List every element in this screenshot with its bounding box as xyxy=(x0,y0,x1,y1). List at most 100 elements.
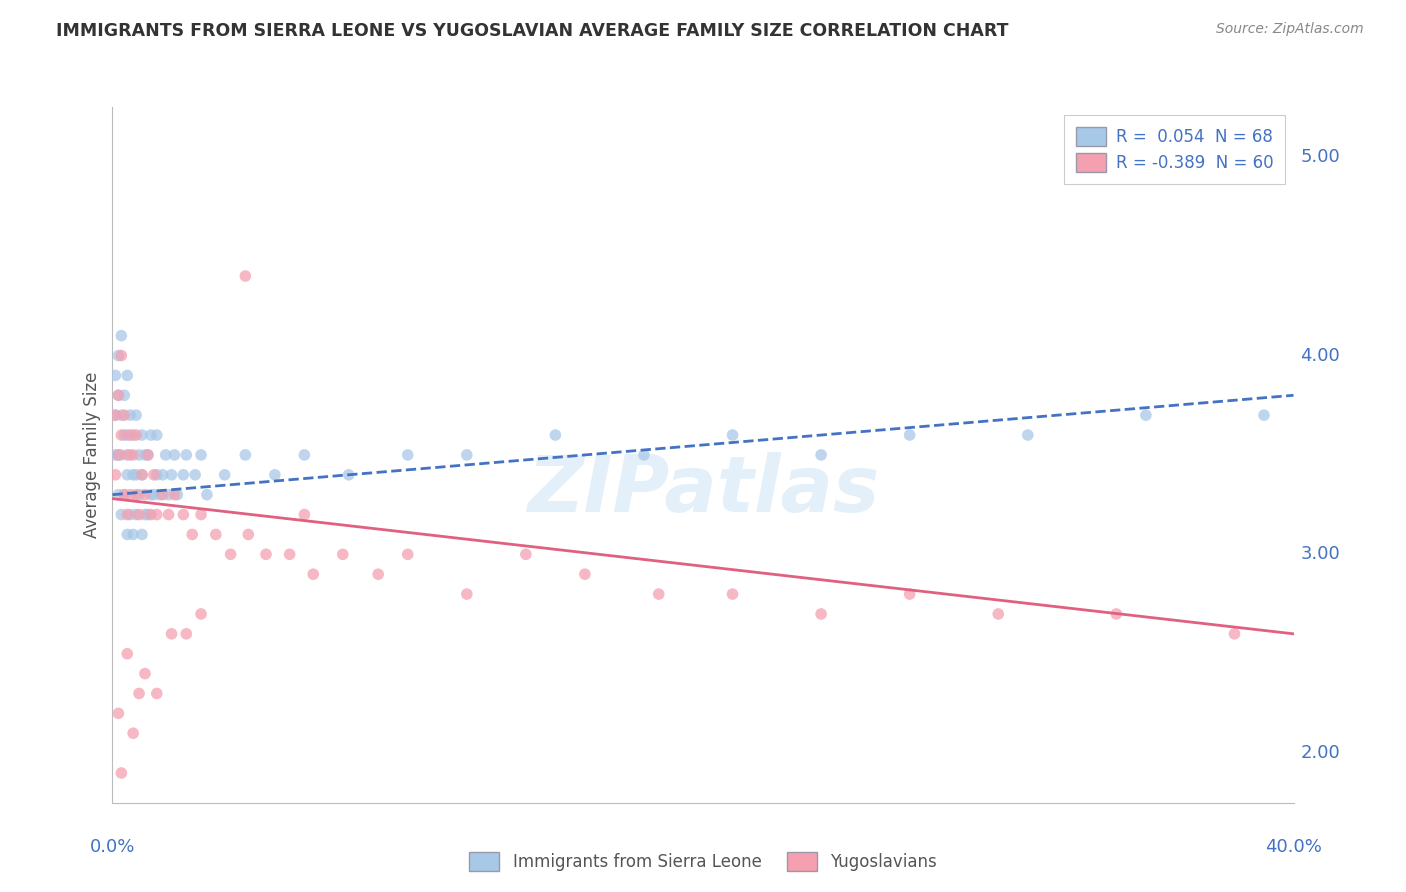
Point xyxy=(238,527,260,541)
Point xyxy=(128,448,150,462)
Point xyxy=(574,567,596,582)
Text: 0.0%: 0.0% xyxy=(90,838,135,856)
Point xyxy=(134,448,156,462)
Point xyxy=(136,508,159,522)
Y-axis label: Average Family Size: Average Family Size xyxy=(83,372,101,538)
Point xyxy=(633,448,655,462)
Point xyxy=(110,408,132,422)
Point xyxy=(122,467,145,482)
Point xyxy=(112,488,135,502)
Point xyxy=(1135,408,1157,422)
Point xyxy=(110,766,132,780)
Point xyxy=(122,527,145,541)
Point xyxy=(139,488,162,502)
Point xyxy=(117,508,138,522)
Text: Source: ZipAtlas.com: Source: ZipAtlas.com xyxy=(1216,22,1364,37)
Point xyxy=(110,349,132,363)
Point xyxy=(233,268,256,283)
Point xyxy=(104,467,127,482)
Point xyxy=(107,448,129,462)
Point xyxy=(122,428,145,442)
Point xyxy=(278,547,301,561)
Point xyxy=(131,467,153,482)
Point xyxy=(125,428,148,442)
Point xyxy=(110,328,132,343)
Point xyxy=(107,488,129,502)
Point xyxy=(396,448,419,462)
Point xyxy=(332,547,354,561)
Point xyxy=(112,428,135,442)
Point xyxy=(117,448,138,462)
Point xyxy=(184,467,207,482)
Point xyxy=(160,627,183,641)
Point xyxy=(142,488,165,502)
Point xyxy=(172,467,194,482)
Point xyxy=(139,428,162,442)
Point xyxy=(131,467,153,482)
Point xyxy=(110,448,132,462)
Point xyxy=(112,488,135,502)
Point xyxy=(134,666,156,681)
Point xyxy=(142,467,165,482)
Point xyxy=(122,726,145,740)
Point xyxy=(136,448,159,462)
Point xyxy=(125,408,148,422)
Point xyxy=(987,607,1010,621)
Point xyxy=(254,547,277,561)
Point xyxy=(120,448,142,462)
Point xyxy=(117,467,138,482)
Point xyxy=(120,488,142,502)
Point xyxy=(205,527,228,541)
Text: 3.00: 3.00 xyxy=(1301,545,1340,564)
Point xyxy=(721,428,744,442)
Text: 5.00: 5.00 xyxy=(1301,148,1340,166)
Text: 4.00: 4.00 xyxy=(1301,346,1340,365)
Point xyxy=(515,547,537,561)
Point xyxy=(146,508,169,522)
Point xyxy=(104,408,127,422)
Point xyxy=(128,686,150,700)
Point xyxy=(456,587,478,601)
Legend: Immigrants from Sierra Leone, Yugoslavians: Immigrants from Sierra Leone, Yugoslavia… xyxy=(461,843,945,880)
Point xyxy=(146,428,169,442)
Point xyxy=(107,448,129,462)
Point xyxy=(1253,408,1275,422)
Point xyxy=(125,467,148,482)
Point xyxy=(125,488,148,502)
Point xyxy=(134,488,156,502)
Point xyxy=(456,448,478,462)
Point xyxy=(160,467,183,482)
Point xyxy=(112,408,135,422)
Point xyxy=(110,428,132,442)
Point xyxy=(152,467,174,482)
Point xyxy=(107,388,129,402)
Point xyxy=(152,488,174,502)
Point xyxy=(120,408,142,422)
Point xyxy=(117,527,138,541)
Point xyxy=(367,567,389,582)
Point xyxy=(120,508,142,522)
Point xyxy=(396,547,419,561)
Legend: R =  0.054  N = 68, R = -0.389  N = 60: R = 0.054 N = 68, R = -0.389 N = 60 xyxy=(1064,115,1285,184)
Text: 40.0%: 40.0% xyxy=(1265,838,1322,856)
Point xyxy=(647,587,671,601)
Point xyxy=(195,488,218,502)
Point xyxy=(134,508,156,522)
Point xyxy=(219,547,242,561)
Point xyxy=(157,488,180,502)
Point xyxy=(107,388,129,402)
Point xyxy=(1223,627,1246,641)
Point xyxy=(292,448,315,462)
Point xyxy=(131,428,153,442)
Point xyxy=(172,508,194,522)
Point xyxy=(107,706,129,721)
Point xyxy=(337,467,360,482)
Point xyxy=(166,488,188,502)
Point xyxy=(174,627,197,641)
Point xyxy=(104,408,127,422)
Point xyxy=(128,508,150,522)
Point xyxy=(157,508,180,522)
Point xyxy=(163,448,186,462)
Text: ZIPatlas: ZIPatlas xyxy=(527,451,879,528)
Point xyxy=(174,448,197,462)
